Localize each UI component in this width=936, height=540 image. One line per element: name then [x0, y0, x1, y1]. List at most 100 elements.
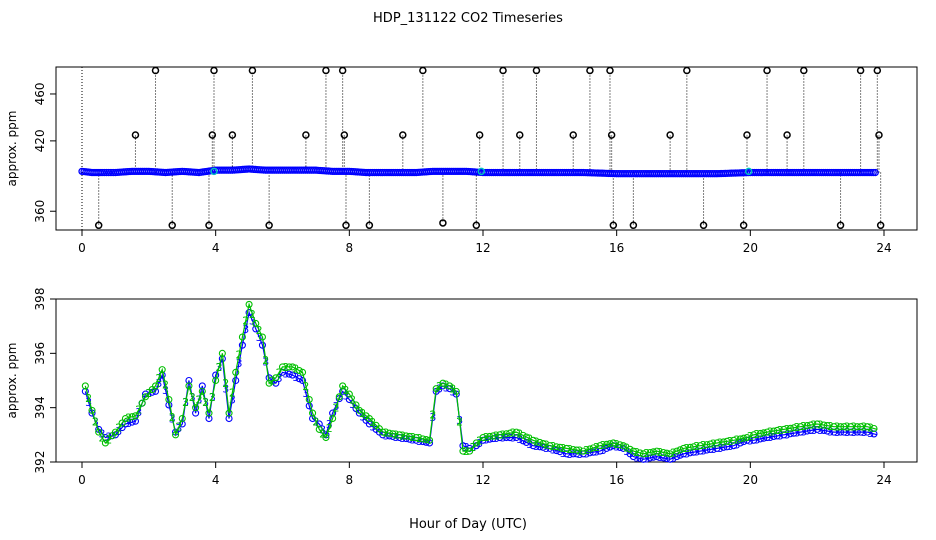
chart-title: HDP_131122 CO2 Timeseries	[373, 11, 563, 26]
series-point-2	[636, 449, 644, 457]
series-label-2: 2	[229, 387, 236, 400]
series-point-2	[172, 431, 180, 439]
series-point-3	[653, 453, 661, 461]
series-label-3: 3	[222, 383, 229, 396]
series-point-2	[158, 366, 166, 374]
series-point-2	[165, 395, 173, 404]
series-label-3: 3	[359, 411, 366, 424]
series-label-2: 2	[326, 422, 333, 435]
series-label-2: 2	[456, 415, 463, 428]
series-point-2	[619, 442, 627, 450]
series-point-2	[101, 439, 109, 447]
series-point-2	[803, 422, 811, 430]
series-point-2	[185, 382, 193, 390]
series-point-3	[689, 448, 698, 456]
series-point-2	[663, 449, 671, 457]
series-point-3	[720, 443, 728, 451]
series-point-2	[786, 424, 794, 432]
spike-point	[607, 131, 616, 139]
series-point-2	[232, 368, 240, 376]
series-point-3	[258, 341, 267, 349]
series-point-3	[596, 447, 604, 455]
y-tick-label: 460	[33, 83, 47, 106]
series-point-2	[379, 428, 387, 436]
spike-point	[800, 66, 808, 75]
series-label-2: 2	[249, 308, 256, 321]
series-label-2: 2	[195, 394, 202, 407]
x-tick-label: 0	[78, 473, 86, 487]
spike-point	[419, 66, 427, 75]
series-label-2: 2	[256, 324, 263, 337]
series-point-2	[596, 442, 604, 450]
spike-point	[475, 131, 484, 139]
series-point-3	[339, 387, 347, 395]
series-label-2: 2	[135, 403, 142, 416]
series-point-2	[496, 431, 504, 439]
series-point-2	[837, 423, 845, 431]
series-point-3	[857, 428, 865, 436]
spike-point	[743, 131, 751, 139]
series-point-2	[770, 427, 778, 435]
series-label-3: 3	[155, 377, 162, 390]
series-point-2	[796, 423, 805, 431]
spike-point	[302, 131, 310, 139]
series-label-3: 3	[369, 421, 376, 434]
spike-point	[606, 66, 614, 75]
x-tick-label: 8	[346, 241, 354, 255]
series-label-2: 2	[583, 444, 590, 457]
series-label-2: 2	[349, 394, 356, 407]
series-label-3: 3	[326, 418, 333, 431]
series-point-2	[522, 433, 530, 441]
series-label-2: 2	[436, 380, 443, 393]
series-point-2	[472, 439, 480, 447]
series-point-2	[706, 440, 714, 448]
series-label-2: 2	[276, 366, 283, 379]
series-point-3	[502, 433, 510, 442]
series-label-2: 2	[85, 392, 92, 405]
series-label-3: 3	[302, 387, 309, 400]
spike-point	[94, 221, 103, 230]
series-point-2	[355, 406, 363, 414]
series-point-2	[830, 423, 838, 431]
spike-point	[228, 131, 237, 139]
series-label-2: 2	[342, 384, 349, 397]
series-point-3	[603, 444, 611, 452]
series-point-3	[636, 454, 644, 462]
series-point-2	[121, 414, 129, 423]
spike-point	[739, 221, 748, 230]
series-point-2	[405, 432, 414, 441]
series-point-3	[773, 432, 781, 440]
series-label-2: 2	[189, 391, 196, 404]
series-label-3: 3	[600, 444, 607, 457]
series-label-3: 3	[249, 315, 256, 328]
series-label-2: 2	[216, 361, 223, 374]
series-label-2: 2	[359, 407, 366, 420]
series-point-2	[730, 436, 738, 444]
series-point-3	[723, 443, 731, 451]
y-tick-label: 392	[33, 451, 47, 474]
series-point-2	[539, 439, 547, 448]
series-label-2: 2	[269, 375, 276, 388]
series-point-3	[686, 449, 694, 457]
baseline-point	[102, 168, 111, 177]
x-tick-label: 24	[876, 241, 891, 255]
series-point-3	[512, 433, 520, 442]
series-point-3	[796, 428, 805, 436]
series-point-3	[232, 376, 240, 385]
series-point-2	[679, 444, 688, 452]
series-point-2	[322, 433, 330, 442]
series-point-2	[288, 363, 297, 371]
series-point-2	[305, 395, 313, 404]
series-point-2	[489, 432, 497, 440]
series-label-3: 3	[105, 431, 112, 444]
series-label-3: 3	[85, 396, 92, 409]
series-label-2: 2	[155, 372, 162, 385]
series-label-3: 3	[135, 406, 142, 419]
series-point-2	[673, 447, 681, 455]
series-point-3	[185, 376, 193, 385]
series-point-2	[639, 450, 647, 458]
series-point-2	[857, 423, 865, 431]
series-label-2: 2	[449, 383, 456, 396]
series-label-2: 2	[105, 433, 112, 446]
